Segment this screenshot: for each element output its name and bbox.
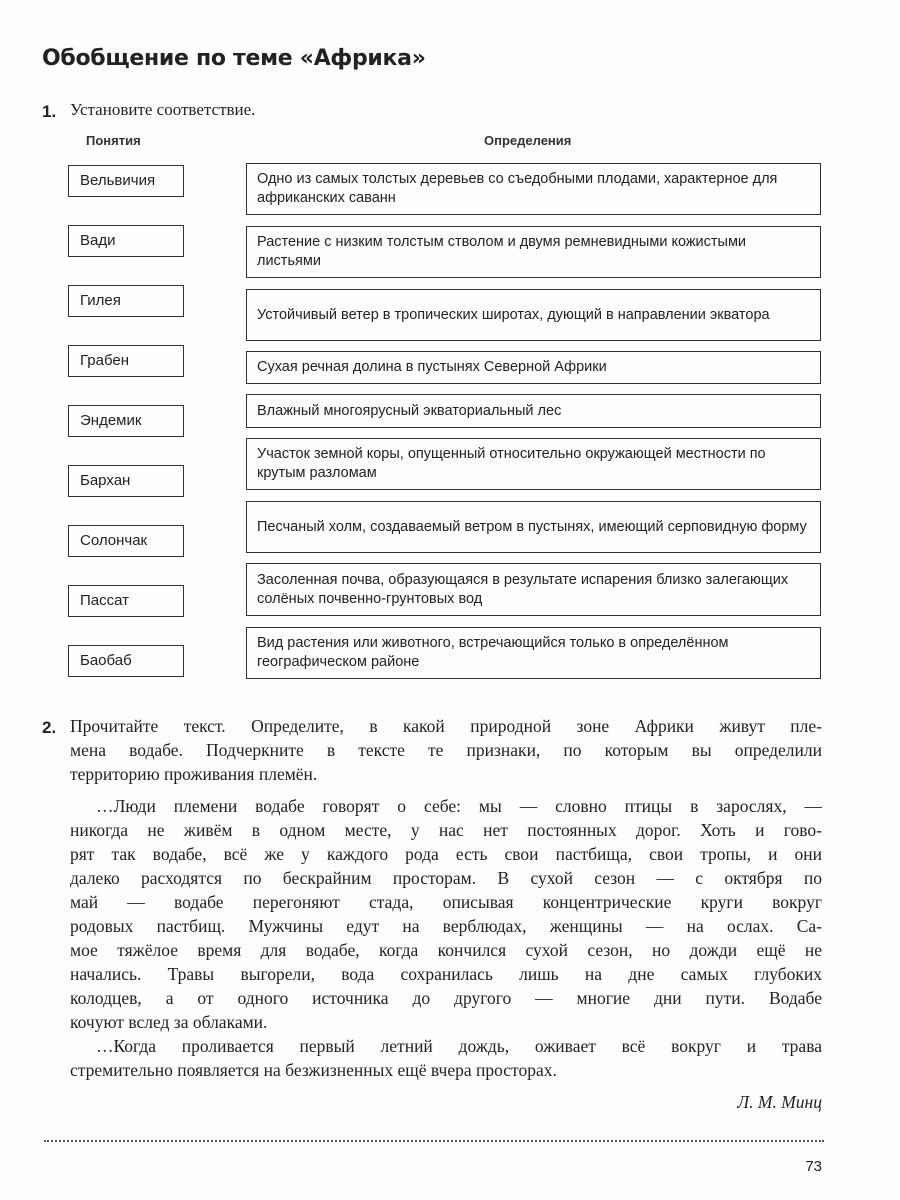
term-box[interactable]: Солончак [68, 525, 184, 557]
author: Л. М. Минц [737, 1092, 822, 1112]
text-line: май — водабе перегоняют стада, описывая … [70, 892, 822, 912]
definition-box[interactable]: Растение с низким толстым стволом и двум… [246, 226, 821, 278]
definition-box[interactable]: Вид растения или животного, встречающийс… [246, 627, 821, 679]
text-line: рят так водабе, всё же у каждого рода ес… [70, 844, 822, 864]
definition-box[interactable]: Одно из самых толстых деревьев со съедоб… [246, 163, 821, 215]
definition-box[interactable]: Влажный многоярусный экваториальный лес [246, 394, 821, 428]
text-line: никогда не живём в одном месте, у нас не… [70, 820, 822, 840]
definition-box[interactable]: Устойчивый ветер в тропических широтах, … [246, 289, 821, 341]
task2-prompt-line: территорию проживания племён. [70, 764, 318, 784]
page-title: Обобщение по теме «Африка» [42, 46, 426, 71]
task2-prompt-line: мена водабе. Подчеркните в тексте те при… [70, 740, 822, 760]
term-box[interactable]: Эндемик [68, 405, 184, 437]
page-number: 73 [805, 1158, 822, 1175]
term-box[interactable]: Пассат [68, 585, 184, 617]
term-box[interactable]: Вади [68, 225, 184, 257]
task1-number: 1. [42, 102, 57, 121]
text-line: мое тяжёлое время для водабе, когда конч… [70, 940, 822, 960]
term-box[interactable]: Вельвичия [68, 165, 184, 197]
text-line: стремительно появляется на безжизненных … [70, 1060, 557, 1080]
term-box[interactable]: Баобаб [68, 645, 184, 677]
answer-line[interactable] [44, 1140, 824, 1142]
term-box[interactable]: Грабен [68, 345, 184, 377]
definition-box[interactable]: Песчаный холм, создаваемый ветром в пуст… [246, 501, 821, 553]
definitions-header: Определения [484, 133, 572, 148]
text-line: родовых пастбищ. Мужчины едут на верблюд… [70, 916, 822, 936]
task1-prompt: Установите соответствие. [70, 100, 256, 119]
text-line: начались. Травы выгорели, вода сохранила… [70, 964, 822, 984]
text-line: далеко расходятся по бескрайним простора… [70, 868, 822, 888]
definition-box[interactable]: Засоленная почва, образующаяся в результ… [246, 563, 821, 616]
definition-box[interactable]: Участок земной коры, опущенный относител… [246, 438, 821, 490]
text-line: …Люди племени водабе говорят о себе: мы … [96, 796, 822, 816]
term-box[interactable]: Гилея [68, 285, 184, 317]
text-line: кочуют вслед за облаками. [70, 1012, 268, 1032]
task2-prompt-line: Прочитайте текст. Определите, в какой пр… [70, 716, 822, 736]
text-line: …Когда проливается первый летний дождь, … [96, 1036, 822, 1056]
terms-header: Понятия [86, 133, 141, 148]
term-box[interactable]: Бархан [68, 465, 184, 497]
text-line: колодцев, а от одного источника до друго… [70, 988, 822, 1008]
task2-number: 2. [42, 718, 57, 737]
definition-box[interactable]: Сухая речная долина в пустынях Северной … [246, 351, 821, 384]
